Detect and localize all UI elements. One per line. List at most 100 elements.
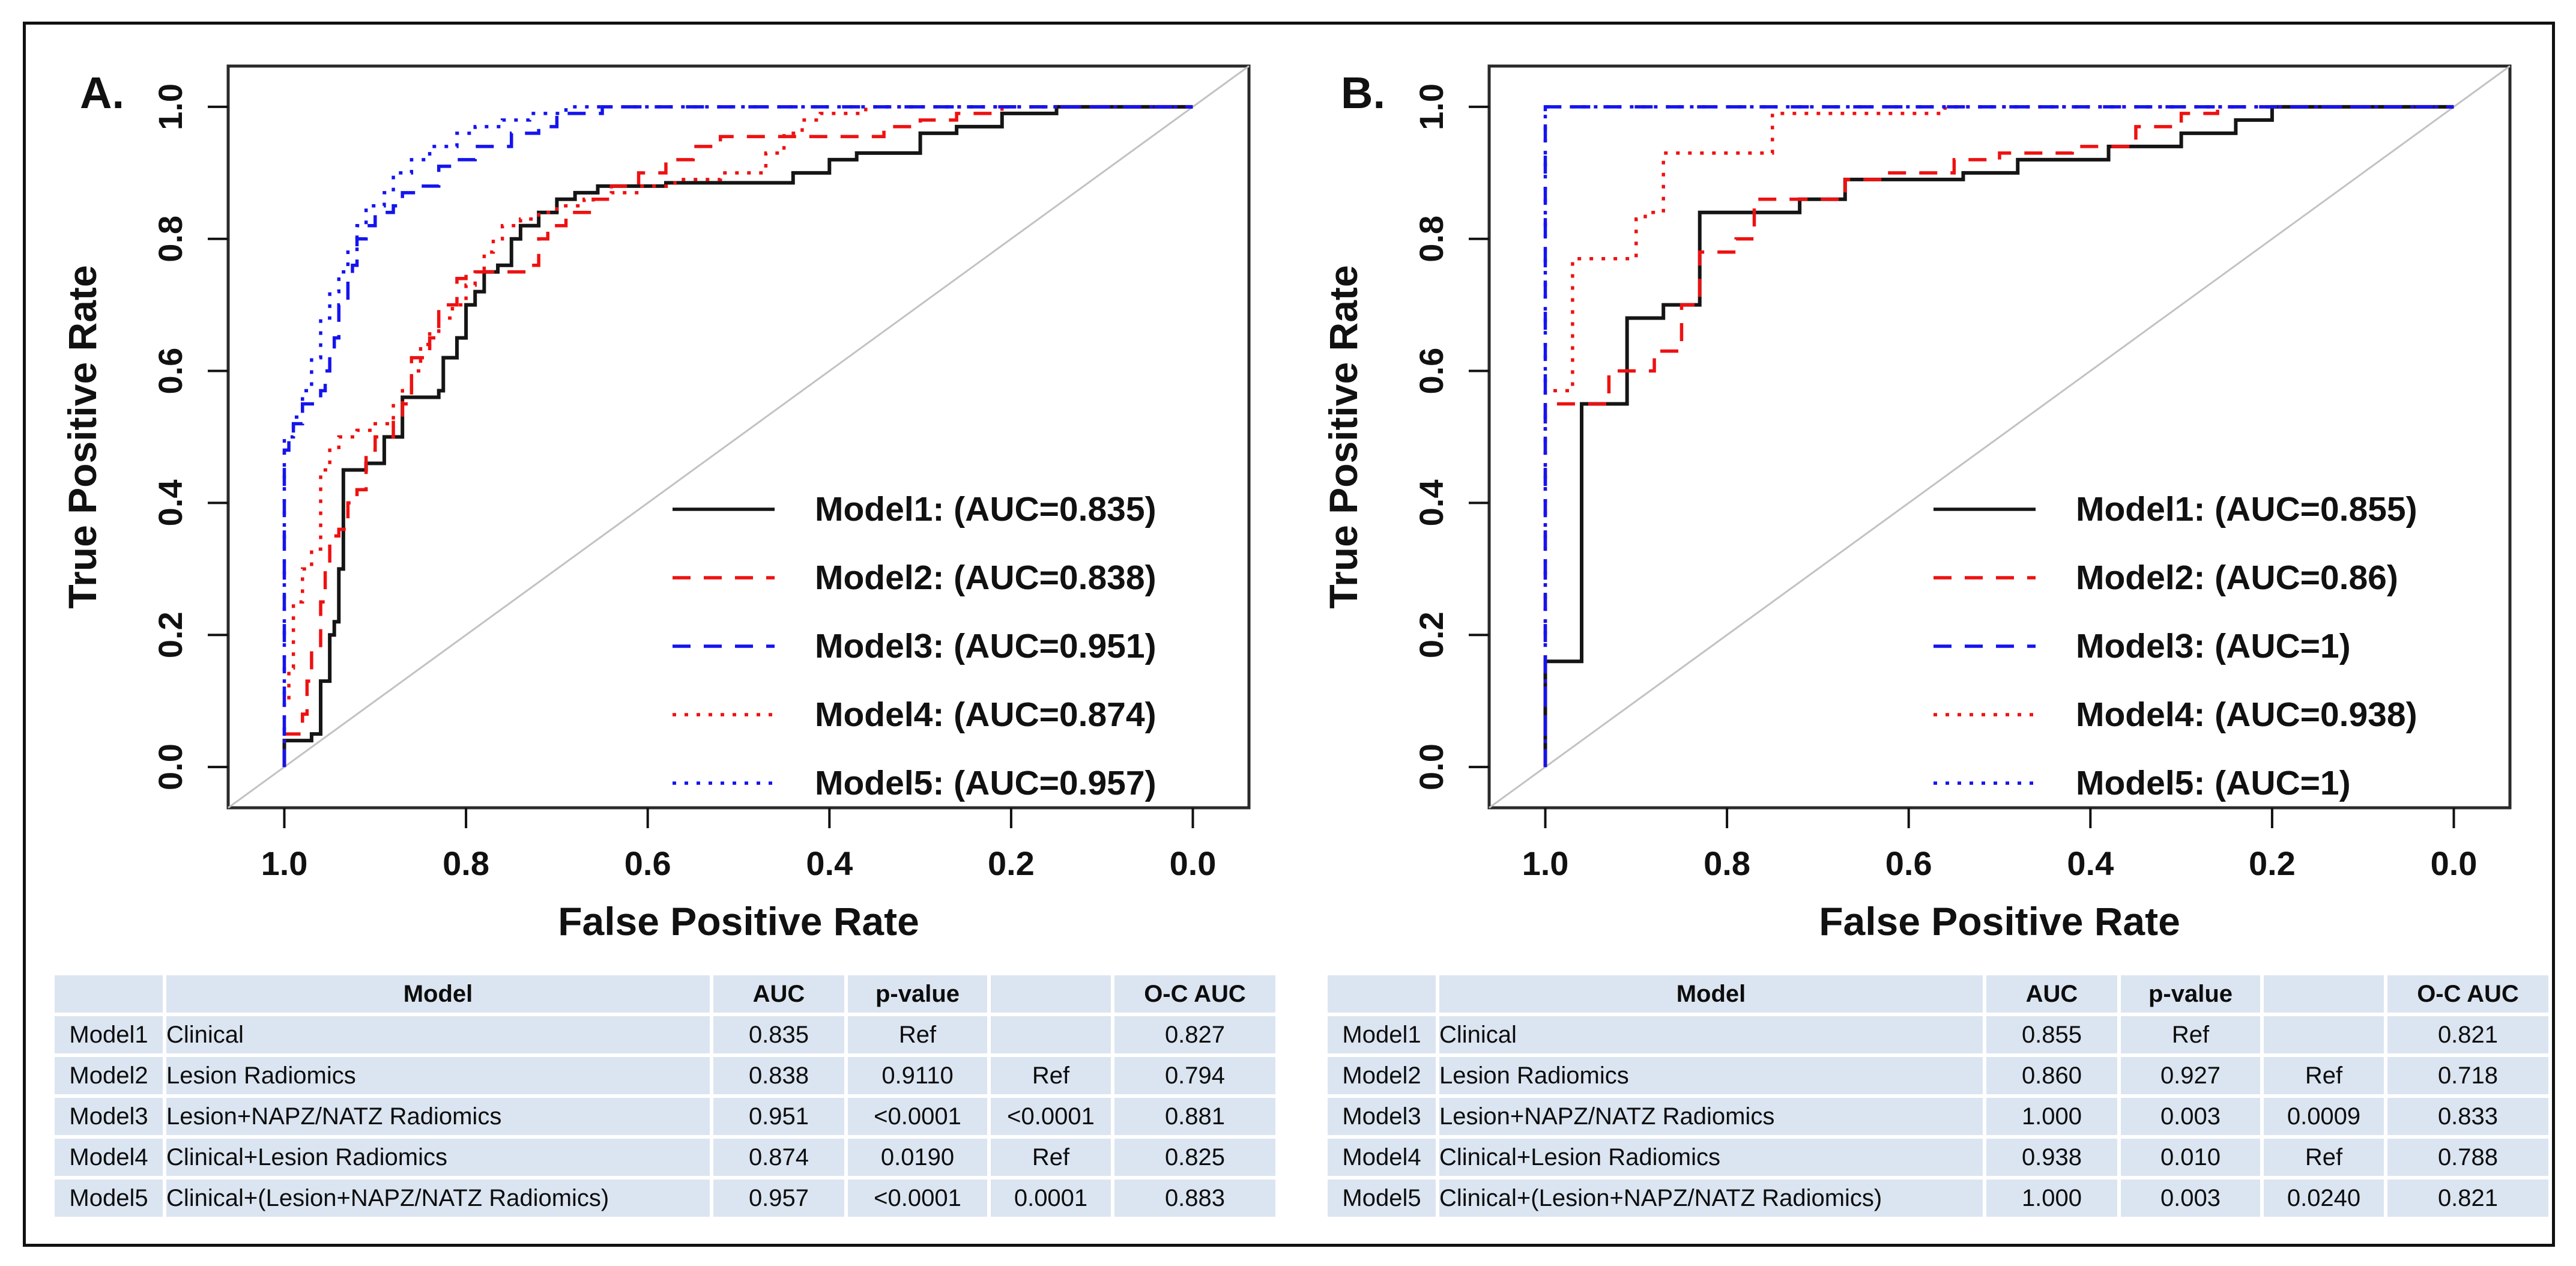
value-cell: 0.010 [2121,1139,2260,1176]
value-cell: Ref [2264,1057,2384,1094]
legend-label-model1: Model1: (AUC=0.855) [2076,490,2417,529]
value-cell: 0.003 [2121,1180,2260,1217]
model-name-cell: Clinical+Lesion Radiomics [166,1139,710,1176]
value-cell: 0.938 [1986,1139,2117,1176]
value-cell: 0.794 [1114,1057,1275,1094]
x-tick-label: 1.0 [1522,844,1569,882]
model-name-cell: Clinical [1439,1016,1983,1053]
column-header: p-value [848,975,987,1013]
column-header [55,975,163,1013]
model-id-cell: Model5 [1328,1180,1436,1217]
value-cell: 0.881 [1114,1098,1275,1135]
y-tick-label: 0.4 [1412,479,1450,526]
panel-label: B. [1341,68,1385,118]
model-id-cell: Model3 [1328,1098,1436,1135]
value-cell: Ref [991,1057,1111,1094]
x-tick-label: 0.8 [443,844,489,882]
roc-curve-model2 [1543,105,2454,768]
legend-label-model4: Model4: (AUC=0.874) [815,695,1156,734]
column-header [1328,975,1436,1013]
x-tick-label: 1.0 [261,844,308,882]
diagonal-reference-line [228,65,1250,809]
column-header: O-C AUC [1114,975,1275,1013]
value-cell: 0.718 [2387,1057,2548,1094]
x-tick-label: 0.4 [806,844,853,882]
y-tick-label: 0.8 [1412,216,1450,262]
value-cell [2264,1016,2384,1053]
legend-label-model3: Model3: (AUC=1) [2076,627,2351,665]
roc-curve-model3 [282,105,1193,768]
model-id-cell: Model1 [1328,1016,1436,1053]
table-row: Model1 Clinical 0.855 Ref 0.821 [1328,1016,2548,1053]
value-cell: 0.0190 [848,1139,987,1176]
x-tick-label: 0.6 [624,844,671,882]
y-tick-label: 1.0 [151,83,189,130]
legend-label-model5: Model5: (AUC=1) [2076,764,2351,802]
legend-label-model2: Model2: (AUC=0.86) [2076,559,2398,597]
value-cell: <0.0001 [848,1180,987,1217]
column-header: AUC [1986,975,2117,1013]
x-tick-label: 0.6 [1885,844,1932,882]
column-header: O-C AUC [2387,975,2548,1013]
value-cell: 0.821 [2387,1180,2548,1217]
axis-title-y: True Positive Rate [60,265,104,608]
model-id-cell: Model3 [55,1098,163,1135]
value-cell: 1.000 [1986,1180,2117,1217]
model-name-cell: Lesion Radiomics [1439,1057,1983,1094]
model-comparison-table: Model AUC p-value O-C AUC Model1 Clinical 0.83… [51,972,1279,1220]
column-header [2264,975,2384,1013]
value-cell: 0.860 [1986,1057,2117,1094]
value-cell: Ref [2121,1016,2260,1053]
table-header-row: Model AUC p-value O-C AUC [55,975,1275,1013]
column-header: p-value [2121,975,2260,1013]
value-cell: 0.0001 [991,1180,1111,1217]
axis-title-x: False Positive Rate [558,899,919,943]
model-id-cell: Model2 [1328,1057,1436,1094]
roc-plot-a: 1.0 0.8 0.6 0.4 0.2 0.0 0.0 0.2 0.4 0.6 0.8 1.0 Fals… [60,64,1251,943]
roc-curve-model3 [1543,105,2454,768]
y-tick-label: 0.4 [151,479,189,526]
column-header [991,975,1111,1013]
value-cell: 0.0240 [2264,1180,2384,1217]
diagonal-reference-line [1489,65,2511,809]
value-cell: 0.788 [2387,1139,2548,1176]
column-header: Model [166,975,710,1013]
y-tick-label: 0.2 [151,611,189,658]
axis-title-x: False Positive Rate [1819,899,2180,943]
value-cell: <0.0001 [848,1098,987,1135]
value-cell: Ref [991,1139,1111,1176]
value-cell [991,1016,1111,1053]
model-name-cell: Lesion+NAPZ/NATZ Radiomics [166,1098,710,1135]
value-cell: 0.874 [713,1139,844,1176]
legend-label-model4: Model4: (AUC=0.938) [2076,695,2417,734]
x-tick-label: 0.2 [2249,844,2296,882]
plot-frame [1487,64,2512,810]
value-cell: 0.9110 [848,1057,987,1094]
y-tick-label: 0.8 [151,216,189,262]
roc-curve-model4 [1543,105,2454,768]
model-name-cell: Clinical+Lesion Radiomics [1439,1139,1983,1176]
x-tick-label: 0.0 [2431,844,2478,882]
table-header-row: Model AUC p-value O-C AUC [1328,975,2548,1013]
model-id-cell: Model2 [55,1057,163,1094]
value-cell: 0.0009 [2264,1098,2384,1135]
table-row: Model4 Clinical+Lesion Radiomics 0.938 0.01… [1328,1139,2548,1176]
value-cell: 1.000 [1986,1098,2117,1135]
model-auc-table-b: Model AUC p-value O-C AUC Model1 Clinical 0.85… [1324,972,2552,1220]
axis-title-y: True Positive Rate [1321,265,1365,608]
value-cell: 0.833 [2387,1098,2548,1135]
table-row: Model1 Clinical 0.835 Ref 0.827 [55,1016,1275,1053]
model-name-cell: Lesion+NAPZ/NATZ Radiomics [1439,1098,1983,1135]
x-tick-label: 0.4 [2067,844,2114,882]
legend-label-model5: Model5: (AUC=0.957) [815,764,1156,802]
legend-label-model1: Model1: (AUC=0.835) [815,490,1156,529]
table-row: Model2 Lesion Radiomics 0.860 0.927 Ref 0.718 [1328,1057,2548,1094]
roc-curve-model4 [282,105,1193,768]
y-tick-label: 0.0 [151,744,189,790]
value-cell: 0.003 [2121,1098,2260,1135]
column-header: Model [1439,975,1983,1013]
y-tick-label: 1.0 [1412,83,1450,130]
legend-label-model3: Model3: (AUC=0.951) [815,627,1156,665]
value-cell: Ref [2264,1139,2384,1176]
value-cell: 0.821 [2387,1016,2548,1053]
